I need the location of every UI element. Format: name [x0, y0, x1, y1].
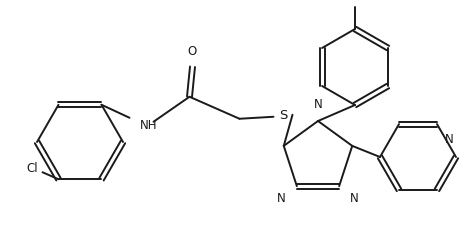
- Text: O: O: [188, 45, 197, 58]
- Text: NH: NH: [139, 119, 157, 132]
- Text: N: N: [444, 133, 453, 146]
- Text: Cl: Cl: [26, 161, 38, 174]
- Text: N: N: [277, 191, 285, 204]
- Text: N: N: [313, 97, 322, 110]
- Text: N: N: [349, 191, 358, 204]
- Text: S: S: [279, 109, 287, 122]
